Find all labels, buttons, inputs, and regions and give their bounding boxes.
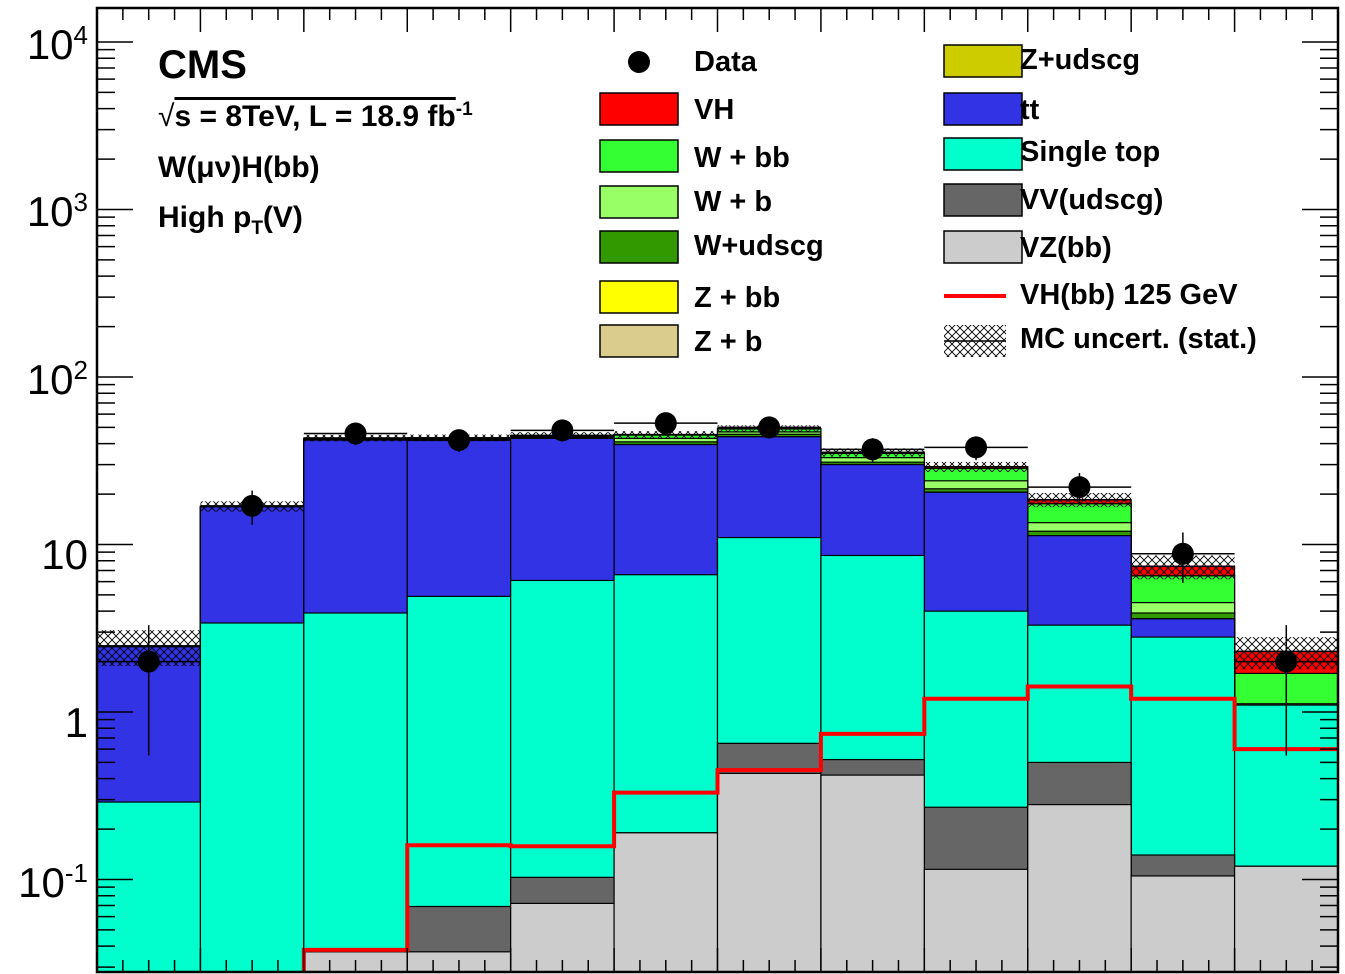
data-point-bin-12 (1275, 650, 1298, 673)
legend-swatch-z-b (599, 324, 679, 358)
legend-label-z-b: Z + b (694, 326, 763, 358)
y-tick-label-1e-1: 10-1 (18, 858, 88, 906)
data-point-bin-2 (241, 494, 264, 517)
legend-swatch-single-top (943, 137, 1023, 171)
data-point-bin-1 (137, 650, 160, 673)
y-tick-label-1e3: 103 (26, 187, 88, 235)
legend-label-w-udscg: W+udscg (694, 230, 824, 262)
region-label: High pT(V) (158, 201, 303, 239)
data-point-bin-7 (758, 416, 781, 439)
data-points (97, 412, 1338, 756)
legend-label-vv-udscg: VV(udscg) (1020, 184, 1164, 216)
data-point-bin-9 (965, 436, 988, 459)
legend-swatch-vv-udscg (943, 183, 1023, 217)
legend-swatch-z-bb (599, 280, 679, 314)
legend-swatch-vh (599, 92, 679, 126)
legend-label-w-bb: W + bb (694, 142, 790, 174)
experiment-label: CMS (158, 43, 247, 87)
data-point-bin-4 (447, 429, 470, 452)
bar-single-top-bin-2 (199, 622, 305, 973)
signal-vh-bb-125-step (301, 684, 1338, 972)
y-tick-label-1e2: 102 (26, 355, 88, 403)
legend-swatch-w-b (599, 185, 679, 219)
bar-vz-bb-bin-6 (613, 832, 719, 973)
bar-vz-bb-bin-7 (716, 772, 822, 973)
lumi-exponent: -1 (455, 99, 473, 120)
legend-swatch-w-bb (599, 139, 679, 173)
legend-label-vh: VH (694, 94, 735, 126)
legend-swatch-ttbar (943, 92, 1023, 126)
bar-vz-bb-bin-10 (1027, 804, 1132, 973)
energy-lumi-label: √s = 8TeV, L = 18.9 fb-1 (158, 100, 473, 132)
legend-swatches (599, 44, 1023, 358)
legend-label-single-top: Single top (1020, 136, 1161, 168)
legend-label-ttbar: tt (1020, 94, 1040, 126)
data-point-bin-5 (551, 419, 574, 442)
data-point-bin-11 (1171, 542, 1194, 565)
data-point-bin-8 (861, 438, 884, 461)
bar-vz-bb-bin-9 (923, 868, 1029, 973)
legend-label-w-b: W + b (694, 186, 773, 218)
axes-frame (95, 6, 1340, 974)
bar-vz-bb-bin-12 (1233, 865, 1339, 973)
legend-label-z-bb: Z + bb (694, 282, 781, 314)
legend-swatch-w-udscg (599, 230, 679, 264)
legend-label-mc-uncert: MC uncert. (stat.) (1020, 323, 1257, 355)
data-point-bin-3 (344, 422, 367, 445)
energy-lumi-text: s = 8TeV, L = 18.9 fb (174, 100, 456, 133)
legend-label-data: Data (694, 46, 757, 78)
legend-label-vz-bb: VZ(bb) (1020, 232, 1112, 264)
bar-vz-bb-bin-8 (820, 774, 925, 973)
y-tick-label-1: 1 (64, 699, 88, 746)
legend-swatch-z-udscg (943, 44, 1023, 78)
legend-label-signal: VH(bb) 125 GeV (1020, 279, 1238, 311)
sqrt-symbol: √ (158, 100, 175, 133)
signal-line (301, 684, 1338, 972)
data-point-bin-6 (654, 412, 677, 435)
data-point-bin-10 (1068, 476, 1091, 499)
bar-vz-bb-bin-11 (1130, 875, 1236, 973)
y-tick-label-1e4: 104 (26, 20, 88, 68)
legend-swatch-vz-bb (943, 230, 1023, 264)
bar-single-top-bin-3 (303, 612, 408, 973)
channel-label: W(μν)H(bb) (158, 151, 320, 184)
legend-label-z-udscg: Z+udscg (1020, 44, 1141, 76)
legend-swatch-data (628, 51, 650, 73)
y-tick-label-10: 10 (41, 531, 88, 578)
